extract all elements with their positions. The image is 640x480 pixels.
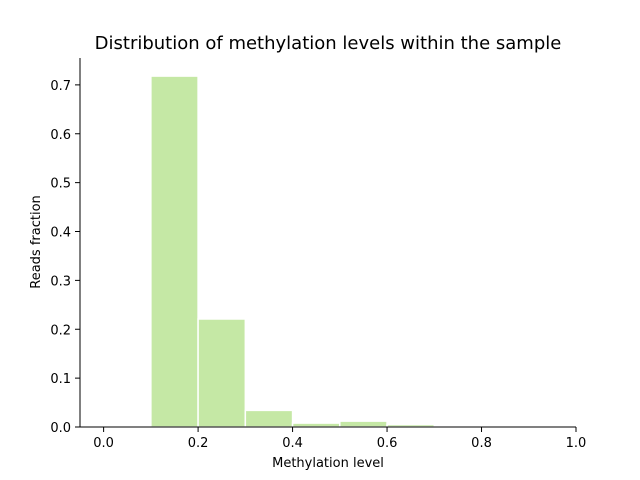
y-tick-label-2: 0.2: [50, 323, 71, 338]
y-tick-label-5: 0.5: [50, 177, 71, 192]
y-axis-label: Reads fraction: [29, 195, 44, 289]
y-tick-label-7: 0.7: [50, 79, 71, 94]
histogram-bar-1: [197, 318, 247, 428]
chart-title: Distribution of methylation levels withi…: [95, 33, 562, 54]
y-tick-label-4: 0.4: [50, 226, 71, 241]
histogram-bar-2: [244, 409, 294, 428]
bars-group: [150, 75, 436, 428]
histogram-bar-4: [339, 420, 388, 428]
axes-group: 0.0 0.2 0.4 0.6 0.8 1.0 0.0 0.1 0.2 0.3 0.4 0.5 0.6 0…: [50, 58, 586, 451]
x-axis-label: Methylation level: [272, 456, 384, 471]
histogram-bar-0: [150, 75, 199, 428]
x-tick-label-2: 0.4: [282, 436, 303, 451]
x-tick-label-0: 0.0: [93, 436, 114, 451]
x-tick-label-5: 1.0: [566, 436, 587, 451]
x-tick-label-3: 0.6: [377, 436, 398, 451]
y-tick-label-0: 0.0: [50, 421, 71, 436]
histogram-bar-3: [291, 422, 341, 428]
x-tick-label-4: 0.8: [471, 436, 492, 451]
y-tick-label-6: 0.6: [50, 128, 71, 143]
y-tick-label-3: 0.3: [50, 274, 71, 289]
y-tick-label-1: 0.1: [50, 372, 71, 387]
x-tick-label-1: 0.2: [188, 436, 209, 451]
